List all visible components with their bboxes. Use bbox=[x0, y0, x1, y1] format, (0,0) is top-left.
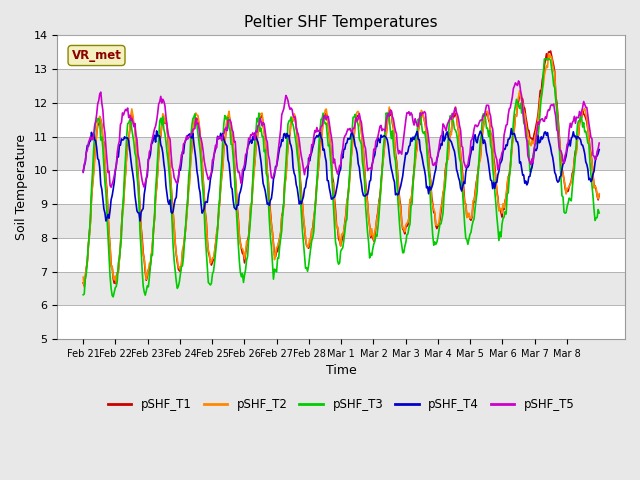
Bar bbox=[58, 69, 625, 103]
Legend: pSHF_T1, pSHF_T2, pSHF_T3, pSHF_T4, pSHF_T5: pSHF_T1, pSHF_T2, pSHF_T3, pSHF_T4, pSHF… bbox=[103, 394, 579, 416]
Bar bbox=[58, 170, 625, 204]
Bar bbox=[58, 36, 625, 69]
X-axis label: Time: Time bbox=[326, 364, 356, 377]
Bar bbox=[58, 103, 625, 137]
Y-axis label: Soil Temperature: Soil Temperature bbox=[15, 134, 28, 240]
Bar bbox=[58, 204, 625, 238]
Title: Peltier SHF Temperatures: Peltier SHF Temperatures bbox=[244, 15, 438, 30]
Bar bbox=[58, 272, 625, 305]
Text: VR_met: VR_met bbox=[72, 49, 122, 62]
Bar bbox=[58, 305, 625, 339]
Bar bbox=[58, 238, 625, 272]
Bar bbox=[58, 137, 625, 170]
